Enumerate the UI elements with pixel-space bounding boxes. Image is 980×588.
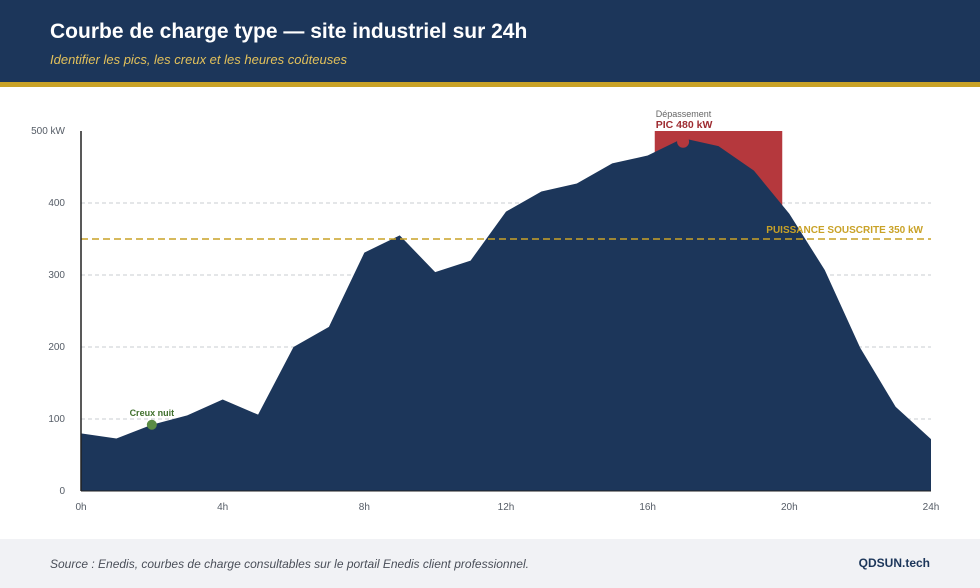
x-tick-label: 8h [359, 502, 370, 513]
header: Courbe de charge type — site industriel … [0, 0, 980, 82]
chart-title: Courbe de charge type — site industriel … [50, 20, 528, 43]
x-tick-label: 12h [498, 502, 515, 513]
y-tick-label: 400 [48, 198, 65, 209]
trough-marker [146, 419, 157, 430]
peak-marker [677, 135, 690, 148]
x-tick-label: 0h [75, 502, 86, 513]
header-accent-bar [0, 82, 980, 87]
y-tick-label: 300 [48, 270, 65, 281]
brand-logo-text: QDSUN.tech [858, 556, 930, 570]
load-curve-chart: PUISSANCE SOUSCRITE 350 kW 0 100 200 300 400 5… [31, 109, 940, 513]
trough-label: Creux nuit [130, 408, 175, 418]
peak-label: PIC 480 kW [656, 119, 713, 131]
x-tick-label: 24h [923, 502, 940, 513]
source-note: Source : Enedis, courbes de charge consu… [50, 557, 529, 571]
y-tick-label: 100 [48, 414, 65, 425]
y-tick-label: 200 [48, 342, 65, 353]
y-tick-label: 0 [59, 486, 65, 497]
footer: Source : Enedis, courbes de charge consu… [0, 539, 980, 588]
threshold-label: PUISSANCE SOUSCRITE 350 kW [766, 225, 923, 236]
load-area-series [81, 138, 931, 491]
chart-subtitle: Identifier les pics, les creux et les he… [50, 52, 347, 67]
x-tick-label: 20h [781, 502, 798, 513]
x-tick-label: 16h [639, 502, 656, 513]
y-tick-label: 500 kW [31, 126, 65, 137]
x-tick-label: 4h [217, 502, 228, 513]
overshoot-label: Dépassement [656, 109, 712, 119]
